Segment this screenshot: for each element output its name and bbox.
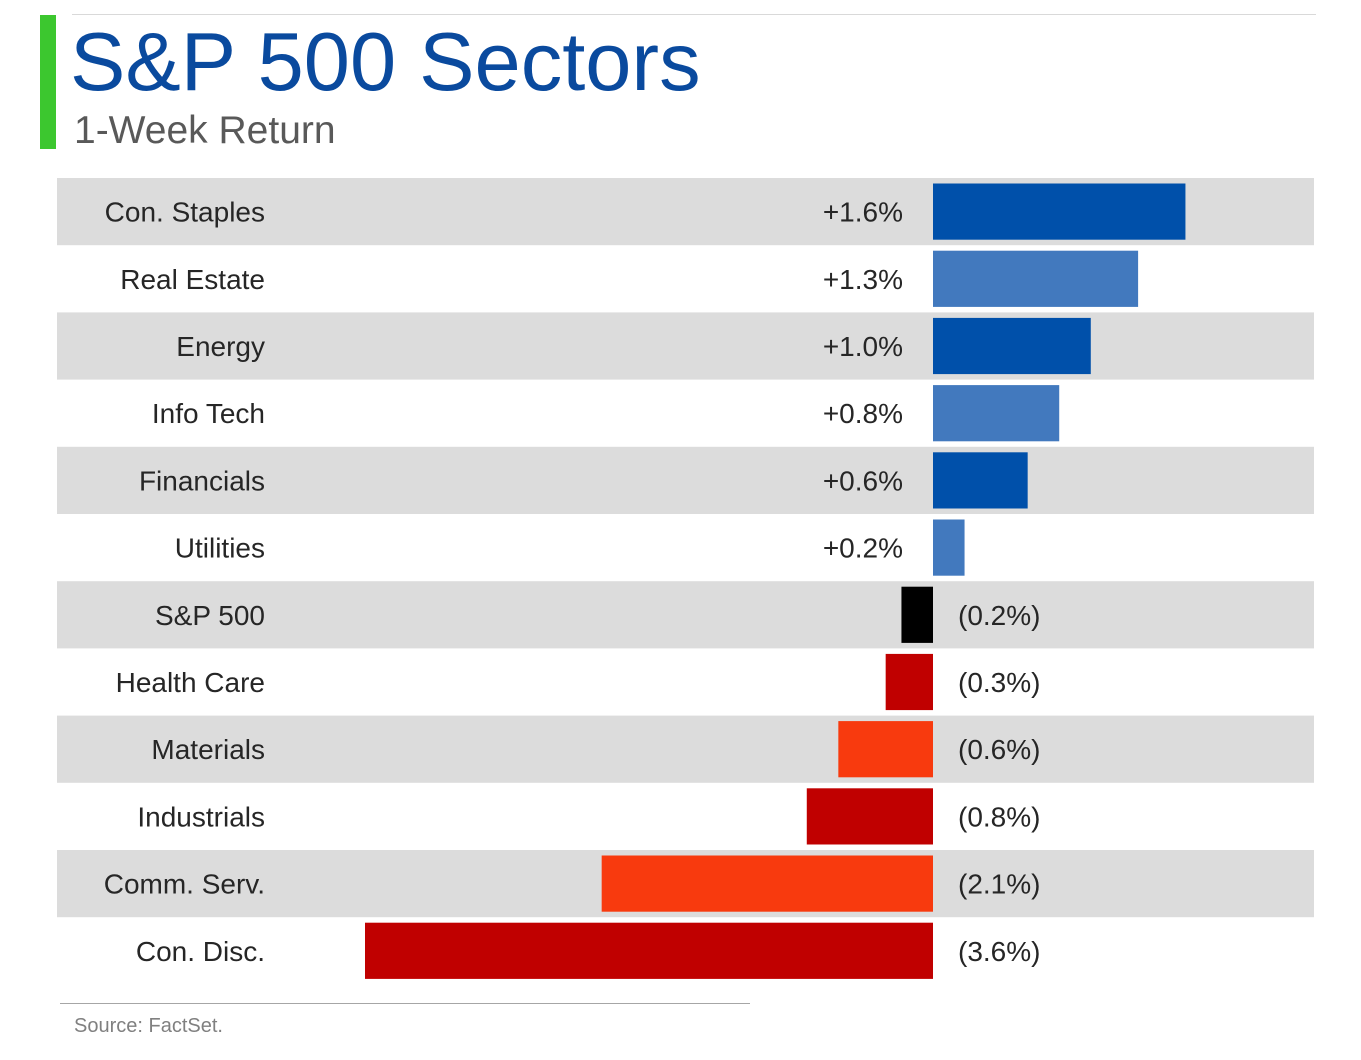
source-rule: [60, 1003, 750, 1004]
value-label-con-staples: +1.6%: [823, 197, 903, 228]
value-label-energy: +1.0%: [823, 331, 903, 362]
category-label-utilities: Utilities: [175, 533, 265, 564]
category-label-financials: Financials: [139, 465, 265, 496]
row-stripe-materials: [57, 715, 1314, 783]
category-label-sandp-500: S&P 500: [155, 600, 265, 631]
category-label-info-tech: Info Tech: [152, 398, 265, 429]
row-stripe-energy: [57, 312, 1314, 380]
chart-title: S&P 500 Sectors: [70, 15, 701, 108]
bar-con-staples: [933, 183, 1186, 240]
category-label-con-staples: Con. Staples: [105, 197, 265, 228]
top-rule: [72, 14, 1316, 15]
bar-industrials: [806, 788, 933, 845]
category-label-materials: Materials: [151, 734, 265, 765]
bar-comm-serv: [601, 855, 933, 912]
category-label-energy: Energy: [176, 331, 265, 362]
category-label-industrials: Industrials: [137, 801, 265, 832]
bar-financials: [933, 452, 1028, 509]
value-label-financials: +0.6%: [823, 465, 903, 496]
bar-materials: [838, 721, 933, 778]
bar-utilities: [933, 519, 965, 576]
bar-info-tech: [933, 385, 1060, 442]
category-label-health-care: Health Care: [116, 667, 265, 698]
value-label-health-care: (0.3%): [958, 667, 1040, 698]
value-label-real-estate: +1.3%: [823, 264, 903, 295]
bar-con-disc: [365, 922, 933, 979]
value-label-comm-serv: (2.1%): [958, 869, 1040, 900]
category-label-con-disc: Con. Disc.: [136, 936, 265, 967]
bar-energy: [933, 317, 1091, 375]
value-label-info-tech: +0.8%: [823, 398, 903, 429]
category-label-comm-serv: Comm. Serv.: [104, 869, 265, 900]
row-stripe-financials: [57, 446, 1314, 514]
source-note: Source: FactSet.: [74, 1015, 223, 1037]
value-label-con-disc: (3.6%): [958, 936, 1040, 967]
row-stripe-sandp-500: [57, 581, 1314, 649]
value-label-utilities: +0.2%: [823, 533, 903, 564]
category-label-real-estate: Real Estate: [120, 264, 265, 295]
bar-sandp-500: [901, 586, 933, 643]
value-label-sandp-500: (0.2%): [958, 600, 1040, 631]
title-accent-bar: [40, 15, 56, 149]
bar-health-care: [885, 653, 933, 711]
chart-subtitle: 1-Week Return: [74, 109, 336, 152]
value-label-materials: (0.6%): [958, 734, 1040, 765]
bar-real-estate: [933, 250, 1139, 307]
value-label-industrials: (0.8%): [958, 801, 1040, 832]
